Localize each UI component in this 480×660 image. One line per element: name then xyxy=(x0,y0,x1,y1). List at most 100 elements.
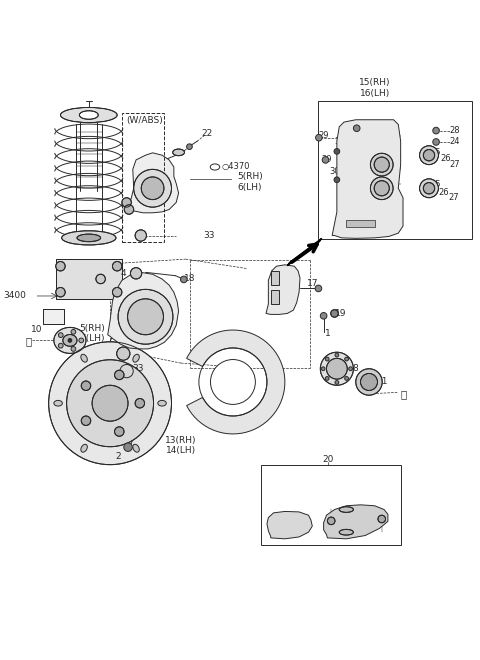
Polygon shape xyxy=(108,273,179,349)
Text: 22: 22 xyxy=(201,129,213,138)
Circle shape xyxy=(118,289,173,344)
Circle shape xyxy=(135,230,146,241)
Polygon shape xyxy=(187,330,285,434)
Circle shape xyxy=(180,276,187,282)
Text: 25: 25 xyxy=(431,148,441,157)
Bar xyxy=(56,259,122,299)
Circle shape xyxy=(423,183,435,194)
Circle shape xyxy=(67,360,154,447)
Circle shape xyxy=(374,157,389,172)
Text: 17: 17 xyxy=(307,279,318,288)
Text: 28: 28 xyxy=(450,126,460,135)
Ellipse shape xyxy=(54,327,86,353)
Circle shape xyxy=(122,198,132,207)
Text: 1: 1 xyxy=(324,329,330,339)
Ellipse shape xyxy=(339,529,353,535)
Text: 8: 8 xyxy=(352,364,358,374)
Circle shape xyxy=(71,346,76,351)
Text: 2: 2 xyxy=(116,452,121,461)
Circle shape xyxy=(124,443,132,451)
Circle shape xyxy=(420,146,438,164)
Text: 31: 31 xyxy=(335,137,345,145)
Circle shape xyxy=(79,338,84,343)
Circle shape xyxy=(92,385,128,421)
Ellipse shape xyxy=(54,401,62,406)
Circle shape xyxy=(128,299,164,335)
Circle shape xyxy=(378,515,385,523)
Text: 3400: 3400 xyxy=(3,292,26,300)
Polygon shape xyxy=(266,265,300,314)
Circle shape xyxy=(134,170,171,207)
Circle shape xyxy=(71,329,76,334)
Circle shape xyxy=(423,150,435,161)
Ellipse shape xyxy=(79,111,98,119)
Ellipse shape xyxy=(339,507,353,512)
Bar xyxy=(56,259,122,299)
Circle shape xyxy=(322,156,329,163)
Bar xyxy=(271,290,279,304)
Ellipse shape xyxy=(61,231,116,245)
Ellipse shape xyxy=(158,401,166,406)
Text: 9: 9 xyxy=(50,309,56,318)
Circle shape xyxy=(420,179,438,198)
Bar xyxy=(43,309,64,324)
Circle shape xyxy=(115,427,124,436)
Text: 5(RH)
6(LH): 5(RH) 6(LH) xyxy=(80,324,105,343)
Text: 26: 26 xyxy=(440,154,451,164)
Circle shape xyxy=(131,268,142,279)
Text: 3: 3 xyxy=(249,375,255,384)
Text: 21: 21 xyxy=(337,176,348,184)
Circle shape xyxy=(81,416,91,426)
Text: 4: 4 xyxy=(120,269,126,278)
Circle shape xyxy=(315,285,322,292)
Ellipse shape xyxy=(63,335,77,346)
Circle shape xyxy=(48,342,171,465)
Circle shape xyxy=(115,370,124,380)
Circle shape xyxy=(112,261,122,271)
Circle shape xyxy=(348,367,352,371)
Circle shape xyxy=(334,148,340,154)
Circle shape xyxy=(335,353,339,357)
Polygon shape xyxy=(324,505,388,539)
Circle shape xyxy=(321,367,325,371)
Text: 27: 27 xyxy=(448,193,459,202)
Text: 26: 26 xyxy=(439,187,449,197)
Text: 13(RH)
14(LH): 13(RH) 14(LH) xyxy=(165,436,197,455)
Circle shape xyxy=(56,261,65,271)
Circle shape xyxy=(345,377,348,380)
Text: 5(RH)
6(LH): 5(RH) 6(LH) xyxy=(238,172,264,192)
Text: Ⓐ: Ⓐ xyxy=(26,336,32,346)
Text: 23: 23 xyxy=(353,230,363,239)
Circle shape xyxy=(56,288,65,297)
Text: (W/ABS): (W/ABS) xyxy=(127,116,163,125)
Bar xyxy=(261,465,401,545)
Circle shape xyxy=(120,364,133,378)
Ellipse shape xyxy=(133,444,139,452)
Ellipse shape xyxy=(173,149,184,156)
Circle shape xyxy=(141,177,164,199)
Circle shape xyxy=(327,517,335,525)
Ellipse shape xyxy=(81,444,87,452)
Circle shape xyxy=(320,352,353,385)
Circle shape xyxy=(325,357,329,361)
Circle shape xyxy=(374,181,389,196)
Ellipse shape xyxy=(133,354,139,362)
Circle shape xyxy=(371,177,393,199)
Text: 10: 10 xyxy=(31,325,43,333)
Text: 24: 24 xyxy=(450,137,460,147)
Bar xyxy=(122,113,165,242)
Text: Ⓐ: Ⓐ xyxy=(401,389,407,399)
Circle shape xyxy=(59,333,63,337)
Bar xyxy=(271,271,279,285)
Text: 33: 33 xyxy=(132,364,144,374)
Polygon shape xyxy=(332,119,403,238)
Circle shape xyxy=(335,381,339,384)
Circle shape xyxy=(356,369,382,395)
Text: 33: 33 xyxy=(204,231,215,240)
Text: 20: 20 xyxy=(323,455,334,465)
Circle shape xyxy=(320,313,327,319)
Bar xyxy=(43,309,64,324)
Circle shape xyxy=(117,347,130,360)
Circle shape xyxy=(371,153,393,176)
Ellipse shape xyxy=(210,360,255,405)
